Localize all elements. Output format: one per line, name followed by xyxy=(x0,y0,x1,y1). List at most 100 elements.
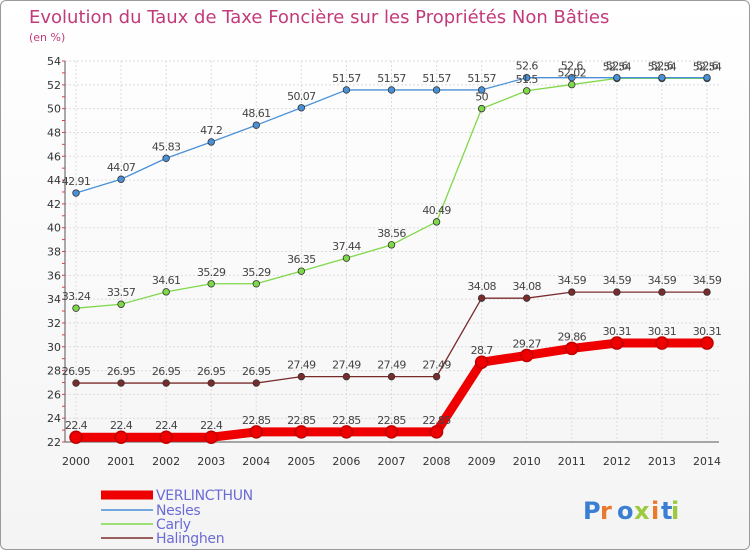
data-label-verlincthun-2013: 30.31 xyxy=(648,325,677,338)
data-label-carly-2009: 50 xyxy=(475,91,488,104)
data-label-halinghen-2001: 26.95 xyxy=(107,365,136,378)
point-verlincthun-2008 xyxy=(429,425,444,439)
point-carly-2011 xyxy=(568,80,576,89)
data-label-halinghen-2010: 34.08 xyxy=(512,280,541,293)
data-label-verlincthun-2008: 22.85 xyxy=(422,414,451,427)
point-halinghen-2004 xyxy=(252,379,260,387)
data-labels: 22.4 22.4 22.4 22.4 22.85 22.85 22.85 22.85 22.8… xyxy=(62,60,723,433)
point-nesles-2002 xyxy=(162,154,170,162)
chart-subtitle: (en %) xyxy=(29,31,65,44)
data-label-halinghen-2005: 27.49 xyxy=(287,359,316,372)
data-label-verlincthun-2000: 22.4 xyxy=(65,419,88,432)
y-tick-label-54: 54 xyxy=(47,55,61,68)
logo-letter: i xyxy=(671,497,679,525)
point-verlincthun-2004 xyxy=(249,425,264,439)
data-label-carly-2000: 33.24 xyxy=(62,290,91,303)
data-label-verlincthun-2004: 22.85 xyxy=(242,414,271,427)
data-label-halinghen-2009: 34.08 xyxy=(467,280,496,293)
point-nesles-2011 xyxy=(568,73,576,82)
point-verlincthun-2010 xyxy=(519,348,534,363)
point-verlincthun-2006 xyxy=(339,425,354,439)
point-verlincthun-2001 xyxy=(114,430,128,444)
legend-label-verlincthun: VERLINCTHUN xyxy=(156,488,253,504)
data-label-halinghen-2003: 26.95 xyxy=(197,365,226,378)
data-label-halinghen-2008: 27.49 xyxy=(422,359,451,372)
logo-letter: P xyxy=(583,497,601,525)
data-label-halinghen-2011: 34.59 xyxy=(558,274,587,287)
data-label-carly-2006: 37.44 xyxy=(332,240,361,253)
data-label-halinghen-2014: 34.59 xyxy=(693,274,722,287)
data-label-nesles-2000: 42.91 xyxy=(62,175,91,188)
logo-letter: x xyxy=(634,497,650,525)
y-tick-label-36: 36 xyxy=(47,269,61,282)
data-label-verlincthun-2014: 30.31 xyxy=(693,325,722,338)
x-tick-label-2012: 2012 xyxy=(603,455,631,468)
point-halinghen-2010 xyxy=(523,294,531,302)
data-label-verlincthun-2009: 28.7 xyxy=(471,344,494,357)
data-label-verlincthun-2011: 29.86 xyxy=(558,330,587,343)
y-tick-label-30: 30 xyxy=(47,341,61,354)
x-tick-label-2006: 2006 xyxy=(332,455,360,468)
y-tick-label-38: 38 xyxy=(47,246,61,259)
y-tick-label-42: 42 xyxy=(47,198,61,211)
point-carly-2007 xyxy=(387,241,396,249)
y-tick-label-44: 44 xyxy=(47,174,61,187)
data-label-halinghen-2013: 34.59 xyxy=(648,274,677,287)
point-verlincthun-2013 xyxy=(655,336,669,350)
data-label-nesles-2014: 52.6 xyxy=(696,60,719,73)
x-tick-label-2002: 2002 xyxy=(152,455,180,468)
point-halinghen-2014 xyxy=(703,288,711,296)
point-nesles-2004 xyxy=(252,121,260,129)
data-label-carly-2002: 34.61 xyxy=(152,274,181,287)
data-label-nesles-2012: 52.6 xyxy=(606,60,629,73)
logo-letter: o xyxy=(617,497,634,525)
data-label-halinghen-2007: 27.49 xyxy=(377,359,406,372)
data-label-carly-2004: 35.29 xyxy=(242,266,271,279)
axes: 22 24 26 28 30 32 34 36 38 40 42 44 46 48 50 52 54 2000 20… xyxy=(47,55,721,468)
legend-label-nesles: Nesles xyxy=(156,503,200,519)
point-carly-2006 xyxy=(342,254,351,262)
data-label-nesles-2006: 51.57 xyxy=(332,72,361,85)
x-tick-label-2009: 2009 xyxy=(468,455,496,468)
data-label-carly-2010: 51.5 xyxy=(516,73,539,86)
y-tick-label-24: 24 xyxy=(47,412,61,425)
series-group xyxy=(69,73,714,444)
x-tick-label-2010: 2010 xyxy=(513,455,541,468)
data-label-nesles-2003: 47.2 xyxy=(200,124,222,137)
x-tick-label-2008: 2008 xyxy=(423,455,451,468)
y-tick-label-34: 34 xyxy=(47,293,61,306)
point-carly-2003 xyxy=(207,280,215,288)
point-halinghen-2005 xyxy=(297,372,306,381)
point-nesles-2014 xyxy=(703,73,711,82)
x-tick-label-2011: 2011 xyxy=(558,455,586,468)
point-halinghen-2001 xyxy=(117,379,125,387)
point-nesles-2013 xyxy=(658,73,666,82)
data-label-verlincthun-2012: 30.31 xyxy=(603,325,632,338)
point-verlincthun-2011 xyxy=(565,341,579,356)
point-verlincthun-2009 xyxy=(474,355,489,369)
data-label-nesles-2002: 45.83 xyxy=(152,140,181,153)
logo-letter: r xyxy=(600,497,612,525)
data-label-nesles-2001: 44.07 xyxy=(107,161,136,174)
point-nesles-2006 xyxy=(342,86,351,94)
point-verlincthun-2000 xyxy=(69,430,83,444)
logo-letter: i xyxy=(651,497,659,525)
logo-letter: t xyxy=(661,497,672,525)
point-halinghen-2000 xyxy=(72,379,80,387)
y-tick-label-22: 22 xyxy=(47,436,61,449)
data-label-nesles-2013: 52.6 xyxy=(651,60,674,73)
data-label-carly-2003: 35.29 xyxy=(197,266,226,279)
point-halinghen-2012 xyxy=(613,288,621,296)
data-label-carly-2001: 33.57 xyxy=(107,286,136,299)
point-verlincthun-2012 xyxy=(610,336,624,350)
point-carly-2001 xyxy=(117,300,125,308)
y-tick-label-48: 48 xyxy=(47,126,61,139)
x-tick-label-2007: 2007 xyxy=(378,455,406,468)
point-halinghen-2007 xyxy=(387,372,396,381)
x-tick-label-2005: 2005 xyxy=(287,455,315,468)
point-halinghen-2013 xyxy=(658,288,666,296)
point-nesles-2005 xyxy=(297,104,306,112)
